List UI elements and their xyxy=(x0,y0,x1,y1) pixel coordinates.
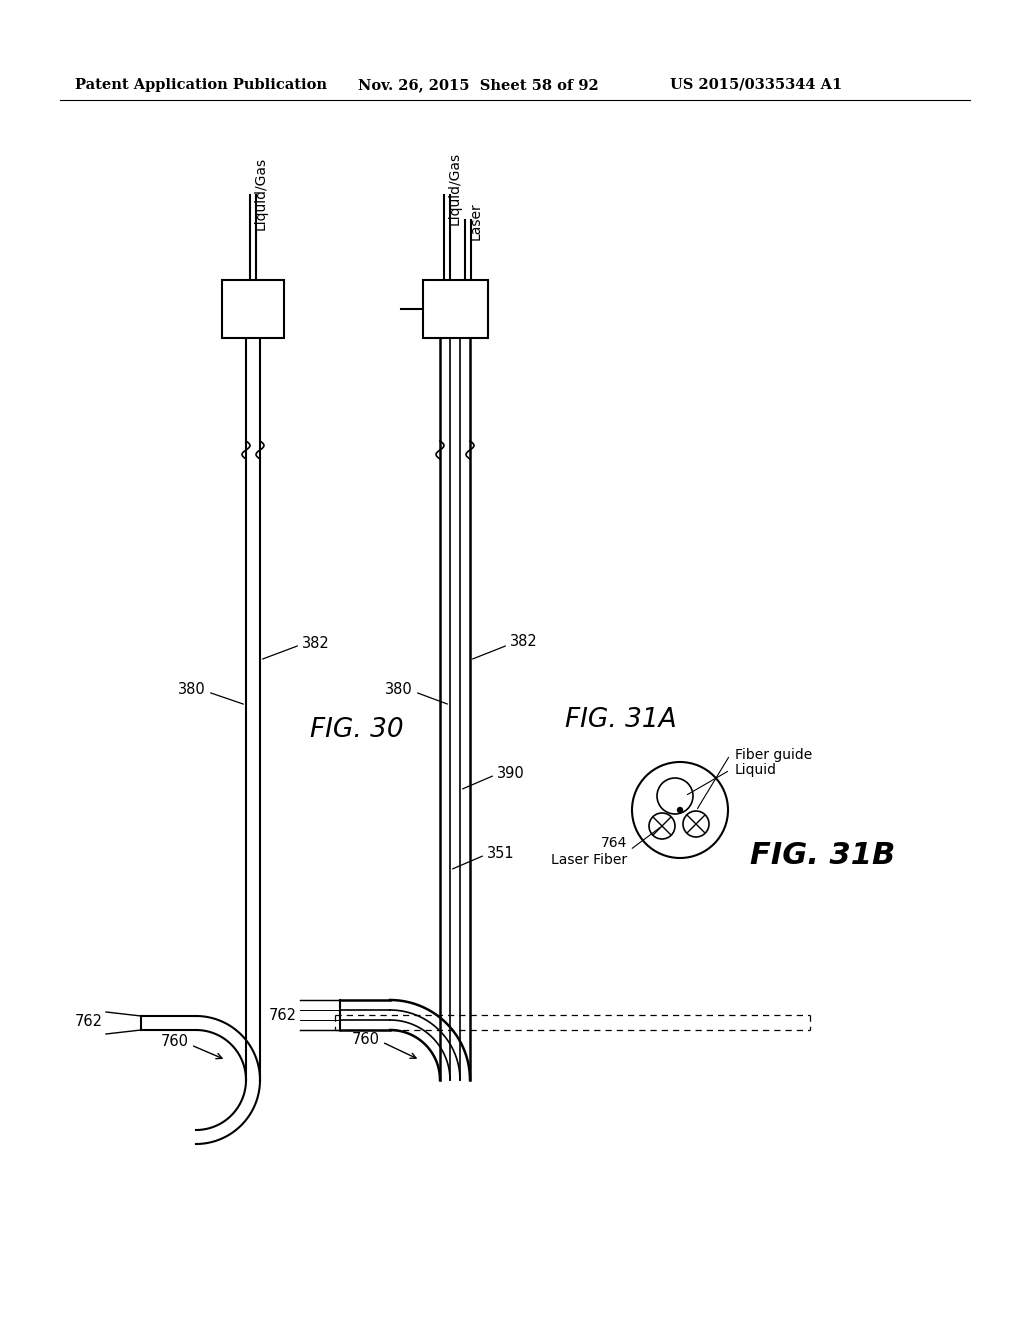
Text: 351: 351 xyxy=(487,846,515,861)
Text: 764: 764 xyxy=(601,836,627,850)
Text: 380: 380 xyxy=(385,682,413,697)
Text: Laser: Laser xyxy=(469,202,483,240)
Text: 382: 382 xyxy=(302,635,330,651)
Text: 762: 762 xyxy=(75,1014,103,1028)
Bar xyxy=(423,280,488,338)
Text: Liquid/Gas: Liquid/Gas xyxy=(254,157,268,230)
Text: Liquid/Gas: Liquid/Gas xyxy=(449,152,462,224)
Text: FIG. 30: FIG. 30 xyxy=(310,717,403,743)
Text: FIG. 31A: FIG. 31A xyxy=(565,708,677,733)
Text: 390: 390 xyxy=(497,766,524,780)
Text: Nov. 26, 2015  Sheet 58 of 92: Nov. 26, 2015 Sheet 58 of 92 xyxy=(358,78,599,92)
Text: Patent Application Publication: Patent Application Publication xyxy=(75,78,327,92)
Text: 762: 762 xyxy=(269,1007,297,1023)
Text: FIG. 31B: FIG. 31B xyxy=(750,841,895,870)
Text: 760: 760 xyxy=(161,1035,189,1049)
Text: 760: 760 xyxy=(352,1031,380,1047)
Text: Laser Fiber: Laser Fiber xyxy=(551,853,627,867)
Text: US 2015/0335344 A1: US 2015/0335344 A1 xyxy=(670,78,843,92)
Text: 380: 380 xyxy=(178,682,206,697)
Text: 382: 382 xyxy=(510,635,538,649)
Circle shape xyxy=(678,808,683,813)
Bar xyxy=(222,280,284,338)
Text: Liquid: Liquid xyxy=(735,763,777,777)
Text: Fiber guide: Fiber guide xyxy=(735,748,812,762)
